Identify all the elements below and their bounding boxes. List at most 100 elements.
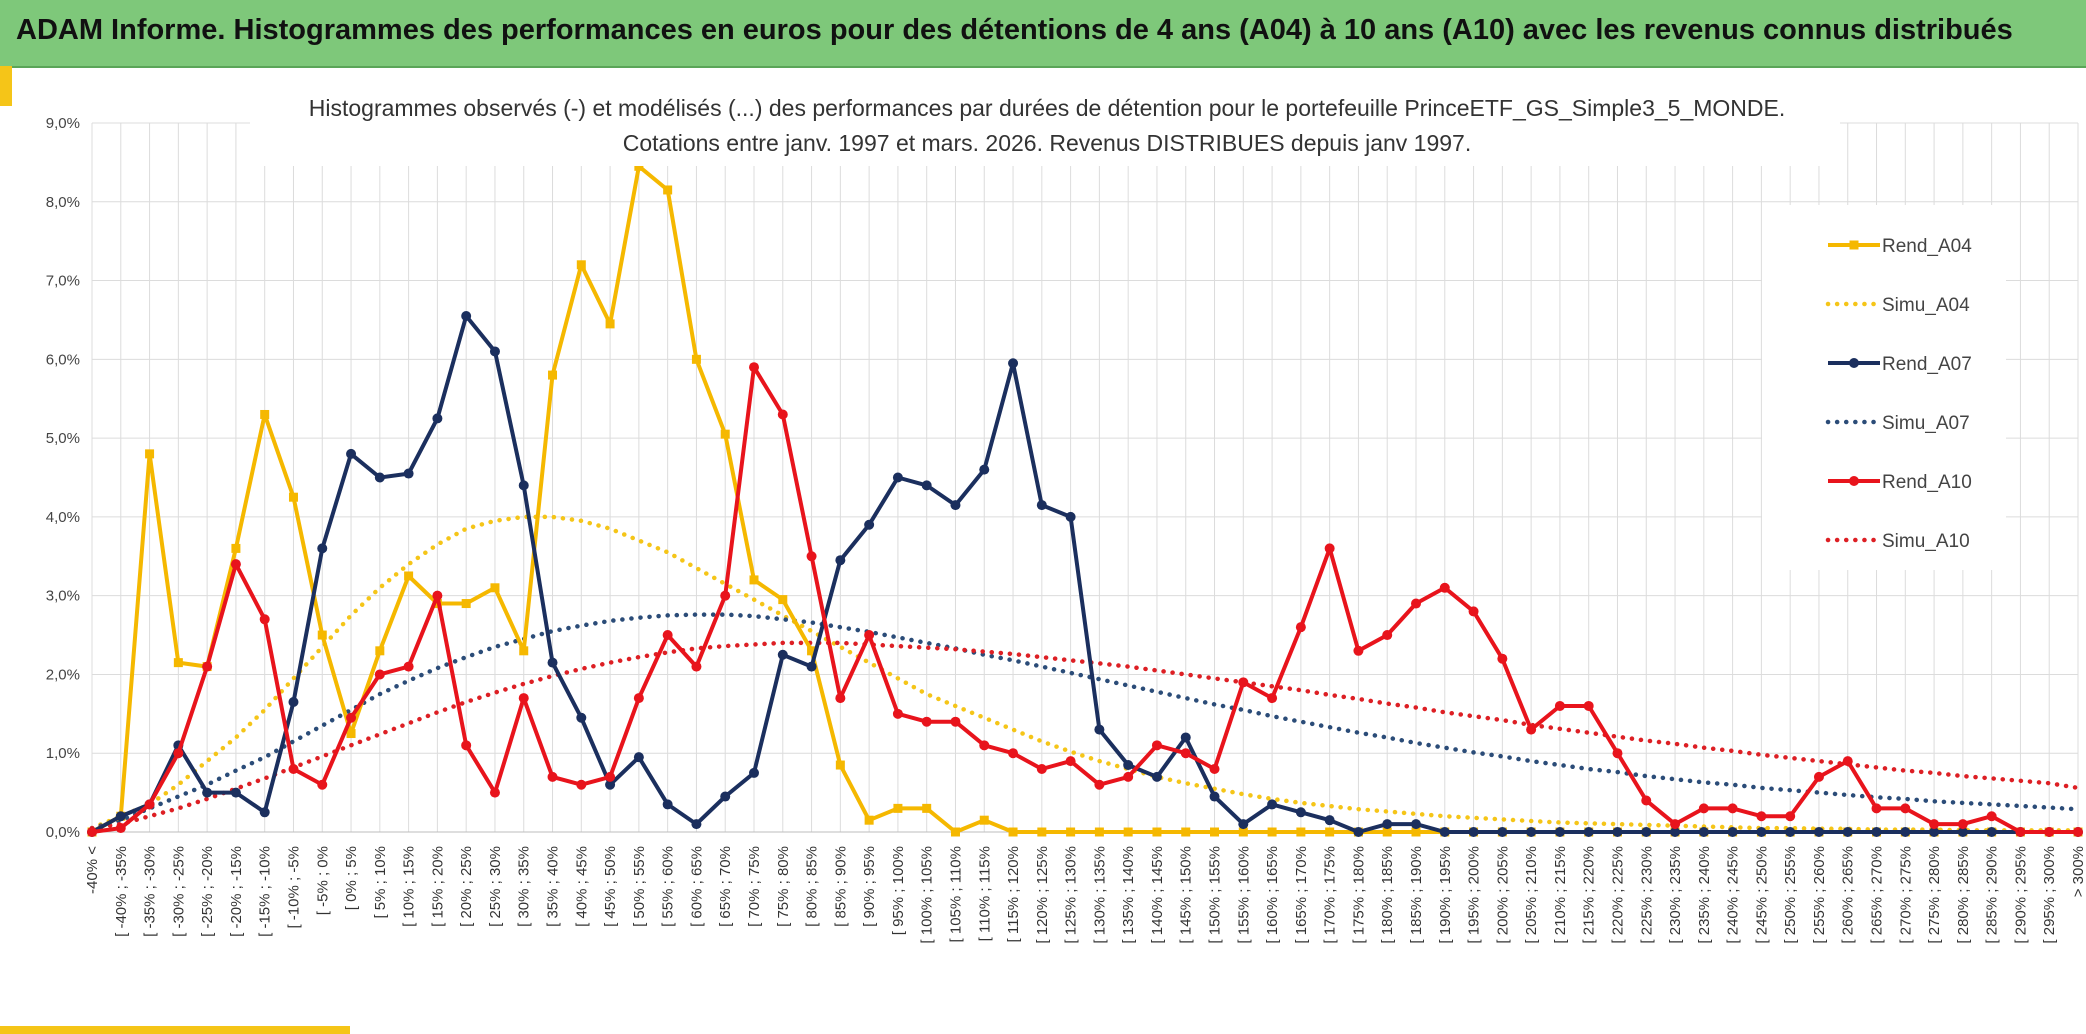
data-point [1123, 760, 1134, 771]
accent-bar-top [0, 66, 12, 106]
x-tick-label: [ 265% ; 270% [1869, 846, 1886, 944]
data-point [1756, 811, 1767, 822]
x-tick-label: [ 35% ; 40% [545, 846, 562, 927]
data-point [519, 646, 529, 656]
data-point [662, 799, 673, 810]
chart-title-line-1: Histogrammes observés (-) et modélisés (… [309, 95, 1785, 121]
data-point [921, 480, 932, 491]
data-point [173, 748, 184, 759]
data-point [720, 791, 731, 802]
legend-item-Rend_A04: Rend_A04 [1828, 236, 1972, 257]
x-tick-label: [ 180% ; 185% [1379, 846, 1396, 944]
data-point [864, 815, 874, 825]
x-tick-label: [ 105% ; 110% [947, 846, 964, 942]
data-point [634, 161, 644, 171]
data-point [1929, 819, 1940, 830]
data-point [1468, 827, 1479, 837]
x-tick-label: [ 175% ; 180% [1350, 846, 1367, 944]
data-point [1036, 500, 1047, 511]
data-point [1296, 827, 1306, 837]
data-point [1411, 819, 1421, 830]
data-point [892, 472, 903, 483]
data-point [1324, 815, 1335, 826]
x-axis: -40% < [ -40% ; -35% [ -35% ; -30% [ -30% ;… [84, 846, 2086, 944]
x-tick-label: [ -20% ; -15% [228, 846, 245, 937]
data-point [1353, 827, 1364, 837]
x-tick-label: [ 185% ; 190% [1408, 846, 1425, 944]
x-tick-label: [ 125% ; 130% [1063, 846, 1080, 944]
y-tick-label: 4,0% [46, 509, 80, 526]
data-point [1698, 827, 1709, 837]
y-tick-label: 7,0% [46, 273, 80, 290]
data-point [1295, 807, 1306, 818]
data-point [288, 697, 299, 708]
x-tick-label: [ 110% ; 115% [976, 846, 993, 941]
data-point [1324, 543, 1335, 554]
data-point [547, 771, 558, 782]
data-point [518, 480, 529, 491]
data-point [1612, 748, 1623, 759]
data-point [144, 799, 155, 810]
data-point [1008, 827, 1018, 837]
x-tick-label: [ 40% ; 45% [573, 846, 590, 927]
data-point [1756, 827, 1767, 837]
data-point [1727, 803, 1738, 814]
x-tick-label: [ 245% ; 250% [1753, 846, 1770, 944]
data-point [260, 409, 270, 419]
data-point [1065, 756, 1076, 767]
data-point [1411, 598, 1421, 609]
data-point [633, 693, 644, 704]
x-tick-label: [ -10% ; -5% [285, 846, 302, 929]
data-point [375, 646, 385, 656]
data-point [1670, 819, 1681, 830]
data-point [1986, 827, 1997, 837]
x-tick-label: [ 60% ; 65% [688, 846, 705, 927]
legend-label: Simu_A07 [1882, 413, 1970, 434]
data-point [576, 260, 586, 270]
data-point [1670, 827, 1681, 837]
data-point [922, 803, 932, 813]
data-point [461, 740, 472, 751]
data-point [1554, 700, 1565, 711]
data-point [835, 760, 845, 770]
data-point [778, 595, 788, 605]
data-point [1295, 622, 1306, 633]
data-point [691, 661, 702, 672]
data-point [1151, 740, 1162, 751]
data-point [950, 827, 960, 837]
x-tick-label: [ 255% ; 260% [1811, 846, 1828, 944]
data-point [1382, 827, 1392, 837]
data-point [317, 630, 327, 640]
data-point [1181, 827, 1191, 837]
data-point [1929, 827, 1940, 837]
data-point [1497, 827, 1508, 837]
data-point [605, 771, 616, 782]
data-point [1526, 724, 1537, 735]
x-tick-label: [ 280% ; 285% [1955, 846, 1972, 944]
data-point [1813, 771, 1824, 782]
data-point [749, 362, 759, 373]
data-point [1066, 827, 1076, 837]
data-point [2044, 827, 2055, 837]
x-tick-label: [ 190% ; 195% [1437, 846, 1454, 944]
data-point [1612, 827, 1623, 837]
data-point [1957, 819, 1968, 830]
data-point [1238, 819, 1249, 830]
data-point [950, 500, 961, 511]
x-tick-label: [ 30% ; 35% [516, 846, 533, 927]
data-point [403, 468, 414, 479]
data-point [403, 661, 414, 672]
data-point [1094, 827, 1104, 837]
x-tick-label: [ 50% ; 55% [631, 846, 648, 927]
data-point [1209, 791, 1220, 802]
x-tick-label: [ 80% ; 85% [804, 846, 821, 927]
data-point [230, 559, 241, 570]
data-point [864, 519, 875, 530]
data-point [1008, 748, 1019, 759]
data-point [1813, 827, 1824, 837]
data-point [1842, 827, 1853, 837]
data-point [1468, 606, 1479, 617]
data-point [259, 807, 270, 818]
x-tick-label: [ 195% ; 200% [1466, 846, 1483, 944]
x-tick-label: [ -30% ; -25% [170, 846, 187, 937]
